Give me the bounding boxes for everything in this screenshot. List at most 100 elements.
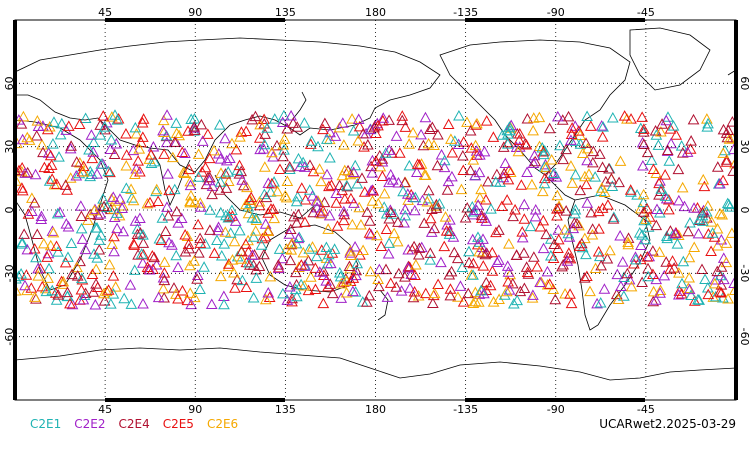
observation-triangle <box>222 166 235 177</box>
observation-triangle <box>697 173 710 185</box>
observation-triangle <box>625 280 638 292</box>
south-america-coast <box>567 194 651 331</box>
observation-triangle <box>653 189 665 200</box>
observation-triangle <box>201 128 214 139</box>
observation-triangle <box>258 248 270 260</box>
observation-triangle <box>552 224 565 235</box>
lon-tick-label: -90 <box>547 6 565 19</box>
observation-triangle <box>596 131 609 142</box>
observation-triangle <box>715 287 728 298</box>
observation-triangle <box>103 258 116 270</box>
observation-triangle <box>21 166 34 178</box>
observation-triangle <box>286 292 298 304</box>
observation-triangle <box>55 117 68 129</box>
observation-triangle <box>475 209 488 221</box>
observation-triangle <box>86 152 99 164</box>
observation-triangle <box>438 154 451 166</box>
observation-triangle <box>336 169 349 181</box>
lon-tick-label: 135 <box>275 403 296 416</box>
observation-triangle <box>90 263 102 274</box>
observation-triangle <box>399 121 412 132</box>
observation-triangle <box>91 168 103 179</box>
observation-triangle <box>240 198 252 210</box>
observation-triangle <box>291 121 304 132</box>
observation-triangle <box>212 224 224 236</box>
observation-triangle <box>407 126 419 138</box>
observation-triangle <box>377 112 390 123</box>
observation-triangle <box>705 216 718 227</box>
observation-triangle <box>264 186 277 197</box>
observation-triangle <box>536 141 549 153</box>
observation-triangle <box>728 143 736 155</box>
observation-triangle <box>440 225 453 236</box>
observation-triangle <box>473 166 486 178</box>
observation-triangle <box>305 135 318 146</box>
lat-tick-label: 0 <box>738 207 750 214</box>
observation-triangle <box>15 165 28 177</box>
observation-triangle <box>23 134 36 145</box>
observation-triangle <box>64 172 77 183</box>
legend-item: C2E5 <box>162 417 194 431</box>
observation-triangle <box>134 165 146 177</box>
observation-triangle <box>537 148 550 160</box>
observation-triangle <box>716 208 729 220</box>
observation-triangle <box>576 241 589 253</box>
observation-triangle <box>52 289 65 300</box>
observation-triangle <box>438 161 451 173</box>
observation-triangle <box>75 210 88 222</box>
observation-triangle <box>502 173 515 185</box>
observation-triangle <box>304 138 317 149</box>
observation-triangle <box>213 119 226 130</box>
observation-triangle <box>137 229 149 240</box>
observation-triangle <box>388 227 401 239</box>
observation-triangle <box>565 160 577 171</box>
observation-triangle <box>163 236 175 248</box>
observation-triangle <box>462 287 475 299</box>
observation-triangle <box>77 293 90 305</box>
observation-triangle <box>366 195 379 206</box>
observation-triangle <box>170 127 183 138</box>
observation-triangle <box>81 214 94 225</box>
observation-triangle <box>444 283 457 294</box>
observation-triangle <box>527 124 539 136</box>
observation-triangle <box>259 128 271 139</box>
observation-triangle <box>177 166 190 177</box>
observation-triangle <box>564 288 576 299</box>
observation-triangle <box>320 241 333 253</box>
observation-triangle <box>641 251 654 262</box>
observation-triangle <box>16 182 28 193</box>
observation-triangle <box>560 205 572 216</box>
observation-triangle <box>448 135 461 146</box>
observation-triangle <box>98 295 111 306</box>
observation-triangle <box>37 146 49 158</box>
observation-triangle <box>399 203 412 215</box>
observation-triangle <box>170 205 183 217</box>
observation-triangle <box>511 294 523 306</box>
observation-triangle <box>35 213 48 224</box>
observation-triangle <box>77 160 90 172</box>
observation-triangle <box>78 289 91 301</box>
observation-triangle <box>410 258 422 270</box>
observation-triangle <box>18 228 30 239</box>
observation-triangle <box>486 265 499 276</box>
observation-triangle <box>377 114 389 126</box>
observation-triangle <box>702 288 715 300</box>
observation-triangle <box>28 242 41 254</box>
observation-triangle <box>457 164 470 175</box>
observation-triangle <box>370 155 382 166</box>
observation-triangle <box>480 115 493 126</box>
observation-triangle <box>230 143 243 155</box>
observation-triangle <box>665 137 677 149</box>
lon-tick-label: 180 <box>365 403 386 416</box>
observation-triangle <box>453 110 465 121</box>
observation-triangle <box>544 249 557 261</box>
observation-triangle <box>148 251 161 263</box>
observation-triangle <box>407 291 420 303</box>
observation-triangle <box>30 129 43 141</box>
observation-triangle <box>641 202 653 214</box>
observation-triangle <box>705 245 717 257</box>
observation-triangle <box>598 283 611 294</box>
observation-triangle <box>442 175 455 187</box>
observation-triangle <box>516 226 529 237</box>
